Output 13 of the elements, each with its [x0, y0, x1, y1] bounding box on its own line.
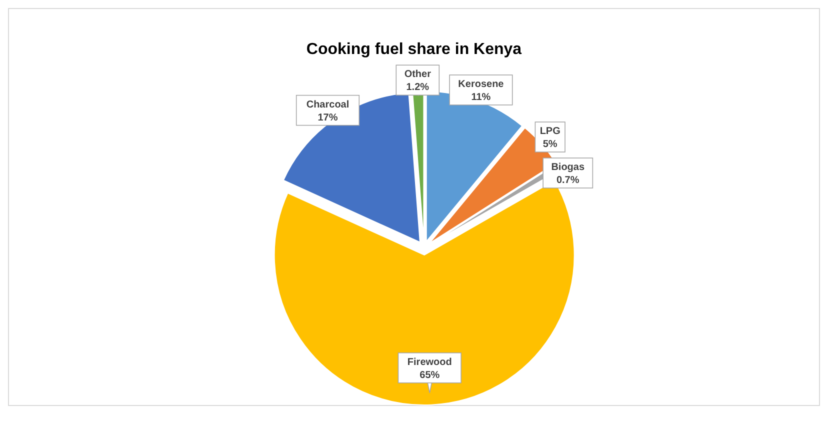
data-label: 1.2% [406, 82, 430, 94]
chart-title: Cooking fuel share in Kenya [306, 41, 522, 58]
data-label: 5% [542, 139, 558, 150]
data-label: 65% [420, 370, 440, 381]
slice-label: Firewood [407, 356, 452, 368]
slice-label: LPG [540, 126, 561, 138]
slice-label: Charcoal [306, 99, 350, 110]
data-label: 0.7% [556, 175, 580, 186]
data-label: 11% [471, 92, 491, 103]
slice-label: Other [404, 69, 432, 80]
data-label: 17% [318, 112, 338, 124]
slice-label: Biogas [551, 162, 585, 174]
slice-label: Kerosene [458, 78, 504, 90]
